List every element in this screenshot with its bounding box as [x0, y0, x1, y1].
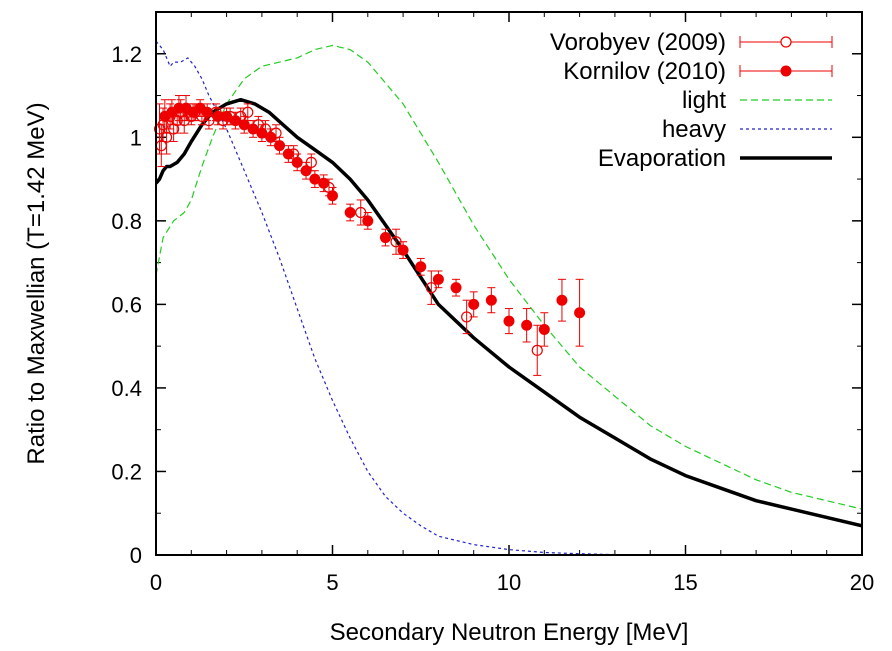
data-point	[229, 115, 241, 127]
series-line-evaporation	[156, 97, 862, 528]
data-point	[265, 131, 277, 143]
data-point	[344, 206, 356, 218]
data-point	[531, 344, 543, 356]
data-point	[485, 294, 497, 306]
legend: Vorobyev (2009)Kornilov (2010)lightheavy…	[550, 29, 833, 172]
plot-frame	[155, 11, 863, 556]
data-point	[201, 106, 213, 118]
legend-item-kornilov-2010-: Kornilov (2010)	[563, 58, 833, 85]
data-point	[300, 165, 312, 177]
y-tick-label: 1	[130, 125, 142, 150]
data-point	[327, 190, 338, 202]
legend-marker	[780, 65, 792, 77]
tick-labels: 0 5 10 15 20 0 0.2 0.4 0.6 0.8 1 1.2	[111, 42, 874, 595]
y-tick-label: 0.8	[111, 209, 142, 234]
y-tick-label: 0.4	[111, 376, 142, 401]
data-point	[291, 156, 303, 168]
x-tick-label: 5	[326, 570, 338, 595]
data-point	[282, 148, 294, 160]
legend-label: Vorobyev (2009)	[550, 29, 726, 56]
data-point	[160, 131, 173, 143]
series-points-kornilov-2010-	[159, 95, 586, 347]
data-point	[397, 244, 409, 256]
y-tick-label: 1.2	[111, 42, 142, 67]
data-point	[503, 315, 515, 327]
axis-ticks	[155, 11, 863, 556]
data-point	[574, 307, 586, 319]
data-point	[274, 140, 286, 152]
legend-marker	[780, 36, 792, 48]
legend-label: heavy	[662, 116, 726, 143]
legend-label: Kornilov (2010)	[563, 58, 726, 85]
data-point	[238, 119, 250, 131]
legend-item-heavy: heavy	[662, 116, 832, 143]
legend-item-vorobyev-2009-: Vorobyev (2009)	[550, 29, 833, 56]
x-tick-label: 0	[150, 570, 162, 595]
series-points-vorobyev-2009-	[153, 99, 543, 376]
data-point	[415, 261, 427, 273]
data-point	[221, 110, 233, 122]
y-tick-label: 0	[130, 543, 142, 568]
x-tick-label: 15	[673, 570, 697, 595]
data-point	[309, 173, 321, 185]
data-point	[450, 282, 462, 294]
data-point	[521, 319, 533, 331]
legend-label: Evaporation	[598, 145, 726, 172]
data-point	[242, 106, 254, 118]
x-axis-title: Secondary Neutron Energy [MeV]	[330, 619, 689, 646]
data-point	[256, 127, 268, 139]
data-point	[362, 215, 374, 227]
x-tick-label: 20	[850, 570, 874, 595]
y-axis-title: Ratio to Maxwellian (T=1.42 MeV)	[23, 102, 50, 464]
data-series	[153, 40, 862, 555]
data-point	[432, 273, 444, 285]
data-point	[318, 177, 330, 189]
y-tick-label: 0.6	[111, 292, 142, 317]
y-tick-label: 0.2	[111, 459, 142, 484]
legend-item-light: light	[682, 87, 832, 114]
data-point	[556, 294, 568, 306]
data-point	[379, 232, 391, 244]
legend-label: light	[682, 87, 726, 114]
data-point	[468, 298, 480, 310]
legend-item-evaporation: Evaporation	[598, 145, 832, 172]
series-line-light	[156, 44, 862, 510]
data-point	[538, 323, 550, 335]
x-tick-label: 10	[497, 570, 521, 595]
data-point	[247, 123, 259, 135]
